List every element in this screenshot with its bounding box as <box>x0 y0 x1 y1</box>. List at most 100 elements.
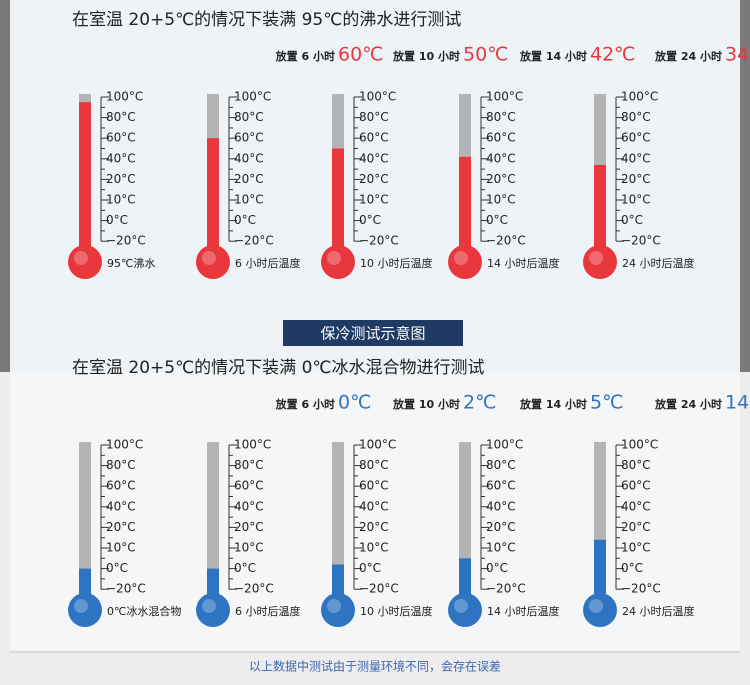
fill-level <box>594 539 606 610</box>
bulb-shine <box>202 251 216 265</box>
bulb-shine <box>74 599 88 613</box>
header: 放置 24 小时 <box>654 49 722 63</box>
reading: 0℃ <box>338 392 371 414</box>
tick-label: 10°C <box>359 193 389 207</box>
tick-label: 60°C <box>359 479 389 493</box>
bulb <box>196 593 230 627</box>
tick-label: 80°C <box>486 110 516 124</box>
caption: 14 小时后温度 <box>487 604 560 618</box>
reading: 14℃ <box>725 392 750 414</box>
banner: 保冷测试示意图 <box>320 325 425 343</box>
tick-label: 60°C <box>359 131 389 145</box>
tick-label: 100°C <box>621 438 658 452</box>
tick-label: 40°C <box>359 151 389 165</box>
tick-label: 10°C <box>621 193 651 207</box>
tick-label: 100°C <box>234 90 271 104</box>
tick-label: 0°C <box>234 561 256 575</box>
tick-label: 80°C <box>106 110 136 124</box>
fill-level <box>207 138 219 262</box>
header: 放置 14 小时 <box>519 397 587 411</box>
tick-label: 0°C <box>106 561 128 575</box>
reading: 50℃ <box>463 44 509 66</box>
tick-label: 40°C <box>621 151 651 165</box>
tick-label: 20°C <box>106 172 136 186</box>
caption: 24 小时后温度 <box>622 604 695 618</box>
tick-label: 40°C <box>486 151 516 165</box>
tick-label: 100°C <box>359 438 396 452</box>
header: 放置 6 小时 <box>275 397 335 411</box>
bulb-shine <box>454 251 468 265</box>
bulb <box>448 593 482 627</box>
tick-label: 10°C <box>486 541 516 555</box>
tick-label: 0°C <box>359 213 381 227</box>
fill-level <box>594 164 606 262</box>
tick-label: 10°C <box>359 541 389 555</box>
tick-label: 0°C <box>486 561 508 575</box>
tube <box>79 442 91 610</box>
tick-label: 40°C <box>106 499 136 513</box>
tick-label: 20°C <box>486 172 516 186</box>
footer: 以上数据中测试由于测量环境不同，会存在误差 <box>249 659 501 674</box>
tick-label: 40°C <box>486 499 516 513</box>
top-panel <box>10 0 740 372</box>
caption: 10 小时后温度 <box>360 256 433 270</box>
bulb <box>68 593 102 627</box>
tick-label: 60°C <box>621 479 651 493</box>
banner-box <box>283 320 463 346</box>
tick-label: 80°C <box>621 458 651 472</box>
tick-label: 20°C <box>359 172 389 186</box>
tick-label: 0°C <box>106 213 128 227</box>
caption: 14 小时后温度 <box>487 256 560 270</box>
bulb-shine <box>454 599 468 613</box>
reading: 5℃ <box>590 392 623 414</box>
tick-label: 20°C <box>621 172 651 186</box>
tick-label: 20°C <box>486 520 516 534</box>
tick-label: −20°C <box>486 234 526 248</box>
tick-label: 80°C <box>359 458 389 472</box>
tick-label: −20°C <box>234 582 274 596</box>
tick-label: 60°C <box>234 131 264 145</box>
tick-label: 100°C <box>106 438 143 452</box>
header: 放置 14 小时 <box>519 49 587 63</box>
caption: 24 小时后温度 <box>622 256 695 270</box>
section-title: 在室温 20+5℃的情况下装满 0℃冰水混合物进行测试 <box>72 358 485 378</box>
bulb <box>196 245 230 279</box>
tick-label: −20°C <box>621 582 661 596</box>
tick-label: 0°C <box>621 213 643 227</box>
reading: 34℃ <box>725 44 750 66</box>
tick-label: 60°C <box>486 479 516 493</box>
bulb-shine <box>327 251 341 265</box>
tick-label: 100°C <box>486 90 523 104</box>
tick-label: 60°C <box>106 479 136 493</box>
tick-label: 10°C <box>234 541 264 555</box>
tick-label: −20°C <box>106 582 146 596</box>
tick-label: 10°C <box>106 193 136 207</box>
tick-label: 40°C <box>359 499 389 513</box>
tick-label: 0°C <box>234 213 256 227</box>
tick-label: −20°C <box>486 582 526 596</box>
tick-label: 20°C <box>621 520 651 534</box>
tick-label: 0°C <box>621 561 643 575</box>
fill-level <box>332 148 344 262</box>
tick-label: 80°C <box>359 110 389 124</box>
bulb <box>448 245 482 279</box>
tick-label: 60°C <box>234 479 264 493</box>
tick-label: 100°C <box>621 90 658 104</box>
bulb-shine <box>202 599 216 613</box>
bulb <box>583 593 617 627</box>
tick-label: 0°C <box>359 561 381 575</box>
tick-label: 60°C <box>106 131 136 145</box>
header: 放置 24 小时 <box>654 397 722 411</box>
tick-label: 10°C <box>106 541 136 555</box>
reading: 42℃ <box>590 44 636 66</box>
fill-level <box>459 156 471 262</box>
tick-label: 100°C <box>486 438 523 452</box>
reading: 60℃ <box>338 44 384 66</box>
caption: 95℃沸水 <box>107 257 155 270</box>
tick-label: −20°C <box>621 234 661 248</box>
bulb <box>68 245 102 279</box>
bulb <box>321 245 355 279</box>
header: 放置 6 小时 <box>275 49 335 63</box>
fill-level <box>79 102 91 263</box>
